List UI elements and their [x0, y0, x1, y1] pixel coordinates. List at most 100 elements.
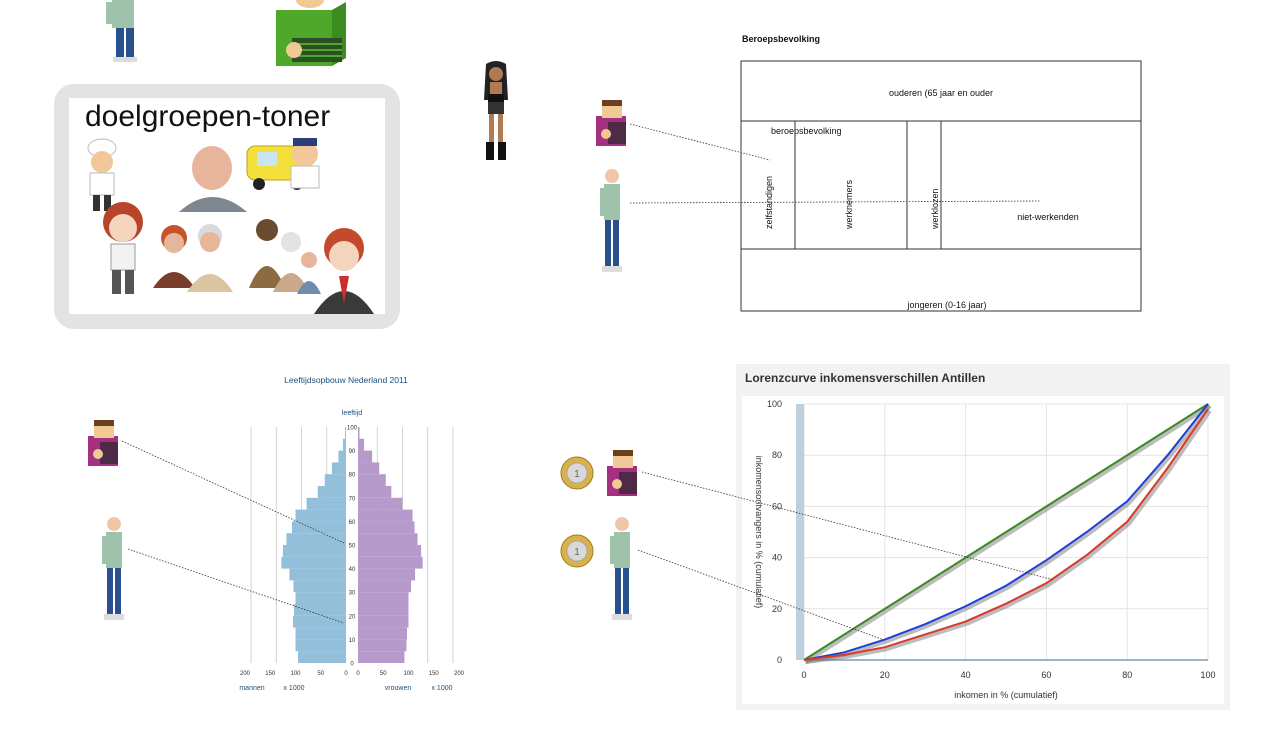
- population-pyramid-chart: Leeftijdsopbouw Nederland 2011 leeftijd …: [121, 375, 465, 692]
- pyramid-bar-mannen: [292, 615, 346, 628]
- pyramid-bar-mannen: [293, 604, 346, 616]
- lorenz-series-line-3: [803, 408, 1209, 661]
- pyramid-age-tick: 70: [349, 496, 356, 502]
- pointer-line-1: [629, 123, 771, 161]
- pyramid-bar-vrouwen: [358, 545, 422, 557]
- lorenz-y-axis-band: [796, 404, 804, 660]
- lorenz-title: Lorenzcurve inkomensverschillen Antillen: [745, 371, 986, 385]
- pyramid-bar-mannen: [295, 627, 346, 640]
- man-avatar-3: [610, 517, 632, 620]
- pyramid-age-tick: 10: [349, 638, 356, 644]
- man-figure-top: [106, 0, 137, 62]
- lorenz-y-tick: 80: [772, 450, 782, 460]
- pointer-line-2: [629, 200, 1041, 204]
- pyramid-bar-mannen: [295, 639, 346, 652]
- lorenz-x-tick: 0: [801, 670, 806, 680]
- lorenz-x-tick: 20: [880, 670, 890, 680]
- women-label: vrouwen: [385, 685, 412, 692]
- lorenz-y-label: inkomensontvangers in % (cumulatief): [754, 456, 764, 609]
- purple-avatar-1: [596, 100, 626, 146]
- pointer-line-3: [121, 440, 345, 544]
- pyramid-age-tick: 0: [350, 662, 354, 668]
- pyramid-bar-vrouwen: [358, 651, 405, 663]
- pyramid-x-tick: 0: [344, 671, 348, 677]
- pyramid-x-tick: 100: [290, 671, 301, 677]
- unit-left-label: x 1000: [283, 685, 304, 692]
- unit-right-label: x 1000: [431, 685, 452, 692]
- pyramid-bar-vrouwen: [358, 533, 418, 545]
- euro-coin-icon: 1: [560, 456, 594, 490]
- pyramid-axis-title: leeftijd: [342, 410, 362, 417]
- pyramid-bar-vrouwen: [358, 438, 365, 451]
- pyramid-x-tick: 200: [240, 671, 251, 677]
- men-label: mannen: [239, 685, 264, 692]
- man-avatar-1: [600, 169, 622, 272]
- non-working-label: niet-werkenden: [1017, 212, 1079, 222]
- pyramid-x-tick: 50: [380, 671, 387, 677]
- pyramid-x-tick: 200: [454, 671, 465, 677]
- lorenz-x-label: inkomen in % (cumulatief): [954, 690, 1058, 700]
- lorenz-series-shadow: [805, 409, 1212, 664]
- pyramid-age-tick: 60: [349, 520, 356, 526]
- pyramid-age-tick: 50: [349, 544, 356, 550]
- svg-text:1: 1: [574, 547, 580, 558]
- labor-force-diagram: Beroepsbevolking ouderen (65 jaar en oud…: [629, 34, 1142, 312]
- pyramid-bar-mannen: [282, 545, 346, 557]
- pyramid-bar-mannen: [281, 556, 346, 569]
- target-group-panel: doelgroepen-toner: [69, 98, 385, 314]
- man-avatar-2: [102, 517, 124, 620]
- pyramid-x-tick: 100: [403, 671, 414, 677]
- labor-diagram-title: Beroepsbevolking: [742, 34, 820, 44]
- pyramid-bar-vrouwen: [358, 627, 407, 640]
- pyramid-bar-vrouwen: [358, 509, 413, 522]
- pyramid-bar-mannen: [317, 486, 346, 498]
- target-group-collage: [87, 138, 374, 314]
- lorenz-series-line-2: [803, 403, 1209, 661]
- euro-coin-icon-2: 1: [560, 534, 594, 568]
- pyramid-bar-mannen: [291, 521, 346, 534]
- pyramid-bar-mannen: [344, 427, 346, 439]
- pyramid-age-tick: 40: [349, 567, 356, 573]
- pyramid-bar-vrouwen: [358, 486, 392, 498]
- lorenz-y-tick: 0: [777, 655, 782, 665]
- pyramid-bar-mannen: [289, 568, 346, 581]
- pyramid-bar-mannen: [342, 438, 346, 451]
- senior-couple-photo: [153, 224, 233, 292]
- cartoon-boy-figure: [103, 202, 143, 294]
- pyramid-x-tick: 50: [317, 671, 324, 677]
- pyramid-bar-mannen: [306, 497, 346, 510]
- pyramid-bar-mannen: [298, 651, 346, 663]
- youth-label: jongeren (0-16 jaar): [906, 300, 986, 310]
- businessman-figure: [314, 228, 374, 314]
- lorenz-x-tick: 40: [961, 670, 971, 680]
- pyramid-bar-mannen: [295, 509, 346, 522]
- pyramid-bar-mannen: [293, 580, 346, 593]
- target-group-card: doelgroepen-toner: [54, 84, 400, 329]
- pyramid-bar-vrouwen: [358, 427, 360, 439]
- lorenz-x-tick: 80: [1122, 670, 1132, 680]
- pyramid-age-tick: 80: [349, 473, 356, 479]
- pyramid-bar-vrouwen: [358, 580, 412, 593]
- pyramid-bar-mannen: [331, 462, 346, 475]
- lorenz-y-tick: 100: [767, 399, 782, 409]
- pyramid-bar-vrouwen: [358, 521, 415, 534]
- lorenz-chart: 0 20 40 60 80 100 0 20 40 60 80 100 inkomen in % (…: [742, 396, 1224, 704]
- pyramid-age-tick: 90: [349, 449, 356, 455]
- pyramid-x-tick: 150: [429, 671, 440, 677]
- lorenz-series-shadow: [805, 403, 1212, 664]
- pyramid-age-tick: 100: [347, 426, 358, 432]
- pyramid-bar-vrouwen: [358, 639, 407, 652]
- lorenz-y-tick: 40: [772, 553, 782, 563]
- delivery-truck-figure: [246, 138, 320, 190]
- lorenz-y-tick: 20: [772, 604, 782, 614]
- purple-avatar-2: [88, 420, 118, 466]
- labor-diagram-frame: [740, 60, 1142, 312]
- green-block-character: [276, 0, 346, 66]
- pyramid-bar-vrouwen: [358, 592, 409, 604]
- old-man-photo: [179, 146, 247, 212]
- unemployed-label: werklozen: [930, 188, 940, 230]
- pyramid-x-tick: 150: [265, 671, 276, 677]
- lorenz-panel: Lorenzcurve inkomensverschillen Antillen…: [736, 364, 1230, 710]
- pyramid-bar-vrouwen: [358, 450, 373, 463]
- pyramid-age-tick: 20: [349, 614, 356, 620]
